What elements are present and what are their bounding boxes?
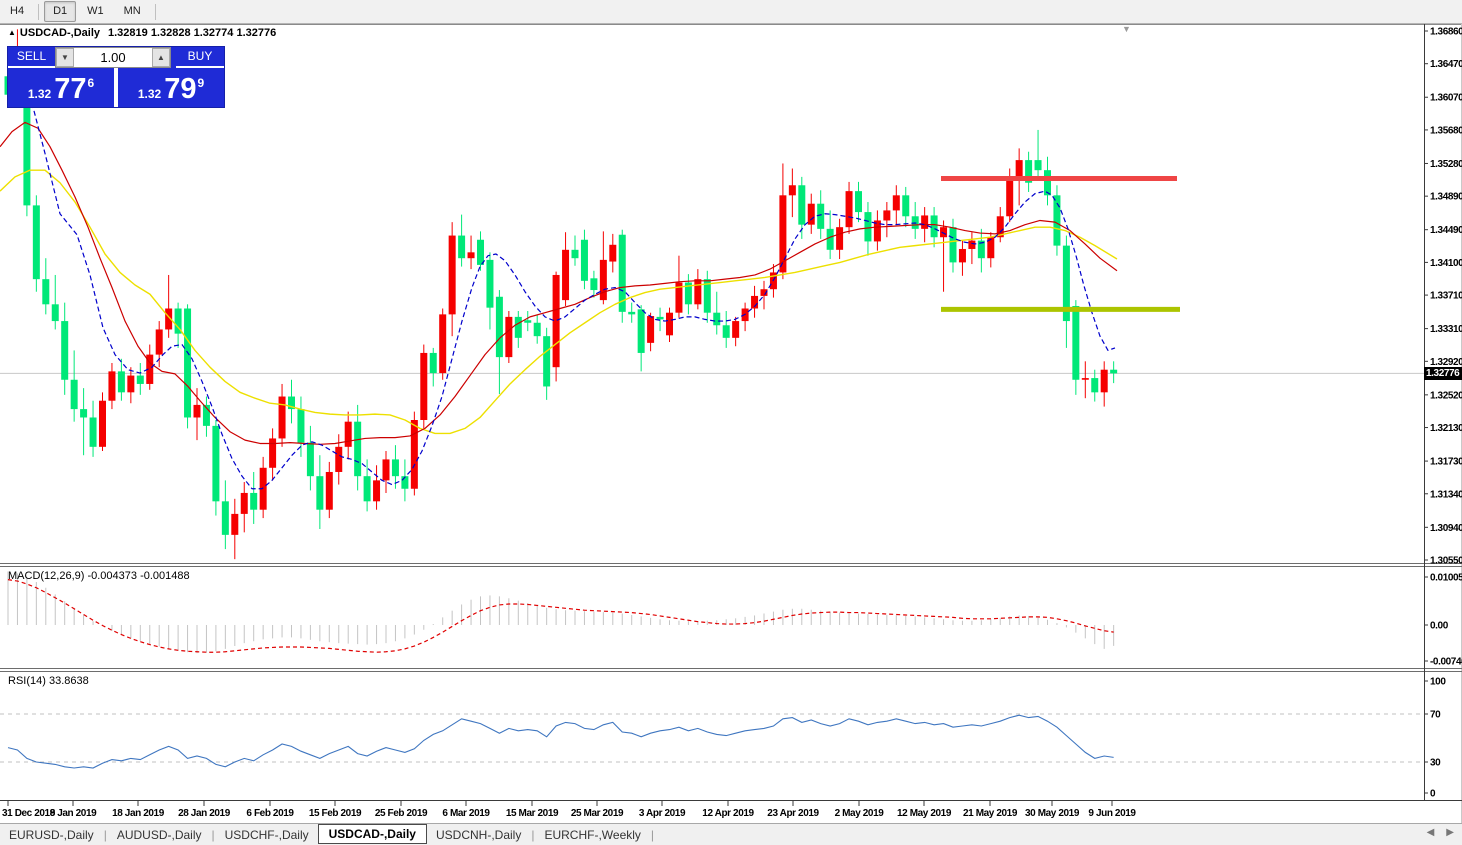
buy-price-big: 79 xyxy=(164,73,197,105)
svg-text:1.36070: 1.36070 xyxy=(1430,93,1462,104)
svg-text:3 Apr 2019: 3 Apr 2019 xyxy=(639,808,686,819)
chart-title: ▲ USDCAD-,Daily 1.32819 1.32828 1.32774 1.… xyxy=(8,27,276,39)
svg-text:1.32920: 1.32920 xyxy=(1430,357,1462,368)
svg-text:1.36860: 1.36860 xyxy=(1430,27,1462,38)
svg-text:31 Dec 2018: 31 Dec 2018 xyxy=(2,808,56,819)
chart-shift-marker-icon[interactable]: ▼ xyxy=(1122,24,1131,34)
svg-text:6 Mar 2019: 6 Mar 2019 xyxy=(442,808,490,819)
sell-price-prefix: 1.32 xyxy=(27,87,52,101)
svg-text:28 Jan 2019: 28 Jan 2019 xyxy=(178,808,231,819)
timeframe-button-h4[interactable]: H4 xyxy=(10,5,25,17)
buy-button[interactable]: BUY xyxy=(176,47,224,68)
svg-text:2 May 2019: 2 May 2019 xyxy=(835,808,885,819)
panel-divider xyxy=(114,68,118,107)
macd-indicator-label: MACD(12,26,9) -0.004373 -0.001488 xyxy=(8,570,190,582)
tab-usdcnh-daily[interactable]: USDCNH-,Daily xyxy=(435,828,522,842)
buy-price-button[interactable]: 1.32 79 9 xyxy=(118,68,224,107)
svg-text:-0.007469: -0.007469 xyxy=(1430,657,1462,668)
collapse-panel-icon[interactable]: ▲ xyxy=(8,28,16,37)
svg-text:6 Feb 2019: 6 Feb 2019 xyxy=(246,808,294,819)
svg-text:0: 0 xyxy=(1430,789,1436,800)
timeframe-button-d1[interactable]: D1 xyxy=(44,1,77,22)
tab-eurchf-weekly[interactable]: EURCHF-,Weekly xyxy=(544,828,641,842)
svg-text:1.35680: 1.35680 xyxy=(1430,125,1462,136)
svg-text:0.00: 0.00 xyxy=(1430,621,1449,632)
tab-audusd-daily[interactable]: AUDUSD-,Daily xyxy=(116,828,202,842)
svg-text:12 May 2019: 12 May 2019 xyxy=(897,808,952,819)
tab-separator: | xyxy=(650,828,655,842)
ohlc-values: 1.32819 1.32828 1.32774 1.32776 xyxy=(108,27,277,39)
svg-text:1.35280: 1.35280 xyxy=(1430,159,1462,170)
svg-text:9 Jan 2019: 9 Jan 2019 xyxy=(50,808,97,819)
svg-text:1.30550: 1.30550 xyxy=(1430,556,1462,567)
svg-text:0.010052: 0.010052 xyxy=(1430,573,1462,584)
buy-price-pip: 9 xyxy=(197,76,205,90)
tab-separator: | xyxy=(531,828,535,842)
sell-price-pip: 6 xyxy=(87,76,95,90)
buy-price-prefix: 1.32 xyxy=(137,87,162,101)
toolbar-separator xyxy=(38,3,40,20)
tab-usdcad-daily[interactable]: USDCAD-,Daily xyxy=(317,824,427,844)
svg-text:100: 100 xyxy=(1430,677,1446,688)
tab-separator: | xyxy=(211,828,215,842)
svg-text:1.33310: 1.33310 xyxy=(1430,324,1462,335)
svg-text:1.30940: 1.30940 xyxy=(1430,523,1462,534)
svg-text:1.36470: 1.36470 xyxy=(1430,59,1462,70)
svg-text:70: 70 xyxy=(1430,710,1441,721)
svg-text:30 May 2019: 30 May 2019 xyxy=(1025,808,1080,819)
volume-increase-icon[interactable]: ▲ xyxy=(152,48,170,67)
tab-usdchf-daily[interactable]: USDCHF-,Daily xyxy=(224,828,309,842)
volume-decrease-icon[interactable]: ▼ xyxy=(56,48,74,67)
svg-text:15 Mar 2019: 15 Mar 2019 xyxy=(506,808,559,819)
tab-scroll-left-icon[interactable]: ◀ xyxy=(1426,827,1435,838)
sell-price-button[interactable]: 1.32 77 6 xyxy=(8,68,114,107)
svg-text:21 May 2019: 21 May 2019 xyxy=(963,808,1018,819)
svg-text:1.31340: 1.31340 xyxy=(1430,489,1462,500)
rsi-indicator-label: RSI(14) 33.8638 xyxy=(8,675,89,687)
svg-text:12 Apr 2019: 12 Apr 2019 xyxy=(702,808,754,819)
tab-scroll-controls: ◀ ▶ xyxy=(1427,827,1454,838)
svg-text:1.34490: 1.34490 xyxy=(1430,225,1462,236)
sell-price-big: 77 xyxy=(54,73,87,105)
svg-text:1.34100: 1.34100 xyxy=(1430,258,1462,269)
svg-text:1.34890: 1.34890 xyxy=(1430,192,1462,203)
svg-text:1.33710: 1.33710 xyxy=(1430,291,1462,302)
volume-input[interactable]: 1.00 xyxy=(74,48,152,67)
svg-text:23 Apr 2019: 23 Apr 2019 xyxy=(767,808,819,819)
svg-text:25 Feb 2019: 25 Feb 2019 xyxy=(375,808,428,819)
toolbar-separator xyxy=(154,3,156,20)
tab-separator: | xyxy=(103,828,107,842)
svg-text:30: 30 xyxy=(1430,758,1441,769)
svg-text:1.32520: 1.32520 xyxy=(1430,390,1462,401)
svg-text:9 Jun 2019: 9 Jun 2019 xyxy=(1088,808,1136,819)
svg-text:15 Feb 2019: 15 Feb 2019 xyxy=(309,808,362,819)
timeframe-button-mn[interactable]: MN xyxy=(123,5,141,17)
one-click-trading-panel: SELL ▼ 1.00 ▲ BUY 1.32 77 6 1.32 79 9 xyxy=(7,46,225,108)
symbol-period-label: USDCAD-,Daily xyxy=(19,27,100,39)
tab-scroll-right-icon[interactable]: ▶ xyxy=(1446,827,1454,838)
svg-text:1.31730: 1.31730 xyxy=(1430,457,1462,468)
timeframe-button-w1[interactable]: W1 xyxy=(87,5,104,17)
svg-text:18 Jan 2019: 18 Jan 2019 xyxy=(112,808,165,819)
tab-eurusd-daily[interactable]: EURUSD-,Daily xyxy=(9,828,94,842)
svg-text:1.32130: 1.32130 xyxy=(1430,423,1462,434)
sell-button[interactable]: SELL xyxy=(8,47,55,68)
svg-text:25 Mar 2019: 25 Mar 2019 xyxy=(571,808,624,819)
volume-stepper: ▼ 1.00 ▲ xyxy=(55,47,171,68)
current-price-tag: 1.32776 xyxy=(1424,367,1462,380)
timeframe-toolbar: H4 D1 W1 MN xyxy=(0,0,1462,24)
chart-tab-bar: EURUSD-,Daily | AUDUSD-,Daily | USDCHF-,… xyxy=(0,823,1462,845)
